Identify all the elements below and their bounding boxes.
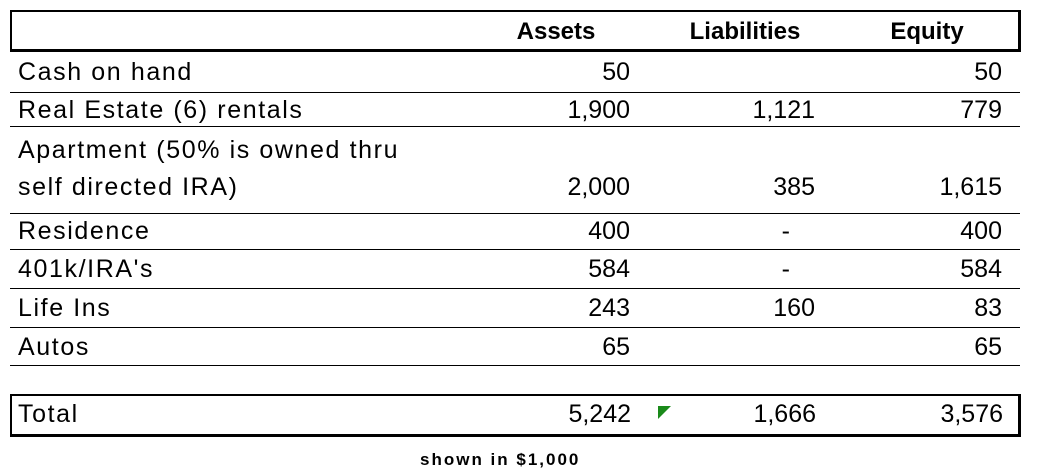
row-label: 401k/IRA's bbox=[18, 255, 155, 283]
table-row: 401k/IRA's 584 - 584 bbox=[10, 251, 1020, 289]
equity-cell: 50 bbox=[974, 58, 1002, 86]
row-label-line2: self directed IRA) bbox=[18, 173, 239, 201]
total-label: Total bbox=[18, 400, 79, 428]
total-liabilities: 1,666 bbox=[753, 400, 816, 428]
equity-cell: 779 bbox=[960, 96, 1002, 124]
row-label: Real Estate (6) rentals bbox=[18, 96, 304, 124]
units-footnote: shown in $1,000 bbox=[420, 450, 581, 469]
table-row: Apartment (50% is owned thru self direct… bbox=[10, 128, 1020, 214]
equity-cell: 1,615 bbox=[939, 173, 1002, 201]
table-row: Cash on hand 50 50 bbox=[10, 57, 1020, 93]
table-row: Life Ins 243 160 83 bbox=[10, 290, 1020, 328]
assets-cell: 584 bbox=[588, 255, 630, 283]
header-liabilities: Liabilities bbox=[689, 18, 801, 45]
row-label-line1: Apartment (50% is owned thru bbox=[18, 136, 400, 164]
row-label: Autos bbox=[18, 333, 90, 361]
liabilities-cell: 1,121 bbox=[752, 96, 815, 124]
assets-cell: 243 bbox=[588, 294, 630, 322]
assets-cell: 400 bbox=[588, 217, 630, 245]
equity-cell: 400 bbox=[960, 217, 1002, 245]
header-equity: Equity bbox=[890, 18, 964, 45]
equity-cell: 65 bbox=[974, 333, 1002, 361]
equity-cell: 584 bbox=[960, 255, 1002, 283]
assets-cell: 1,900 bbox=[567, 96, 630, 124]
liabilities-cell: - bbox=[781, 217, 790, 245]
liabilities-cell: - bbox=[781, 255, 790, 283]
total-equity: 3,576 bbox=[940, 400, 1003, 428]
row-label: Life Ins bbox=[18, 294, 112, 322]
row-label: Residence bbox=[18, 217, 151, 245]
row-label: Cash on hand bbox=[18, 58, 193, 86]
header-row: Assets Liabilities Equity bbox=[10, 10, 1021, 52]
liabilities-cell: 385 bbox=[773, 173, 815, 201]
assets-cell: 50 bbox=[602, 58, 630, 86]
liabilities-cell: 160 bbox=[773, 294, 815, 322]
assets-cell: 65 bbox=[602, 333, 630, 361]
header-assets: Assets bbox=[516, 18, 596, 45]
comment-indicator-icon[interactable] bbox=[658, 406, 671, 419]
total-assets: 5,242 bbox=[568, 400, 631, 428]
assets-cell: 2,000 bbox=[567, 173, 630, 201]
equity-cell: 83 bbox=[974, 294, 1002, 322]
table-row: Autos 65 65 bbox=[10, 329, 1020, 366]
table-row: Residence 400 - 400 bbox=[10, 215, 1020, 250]
table-row: Real Estate (6) rentals 1,900 1,121 779 bbox=[10, 94, 1020, 127]
total-row: Total 5,242 1,666 3,576 bbox=[10, 394, 1021, 437]
